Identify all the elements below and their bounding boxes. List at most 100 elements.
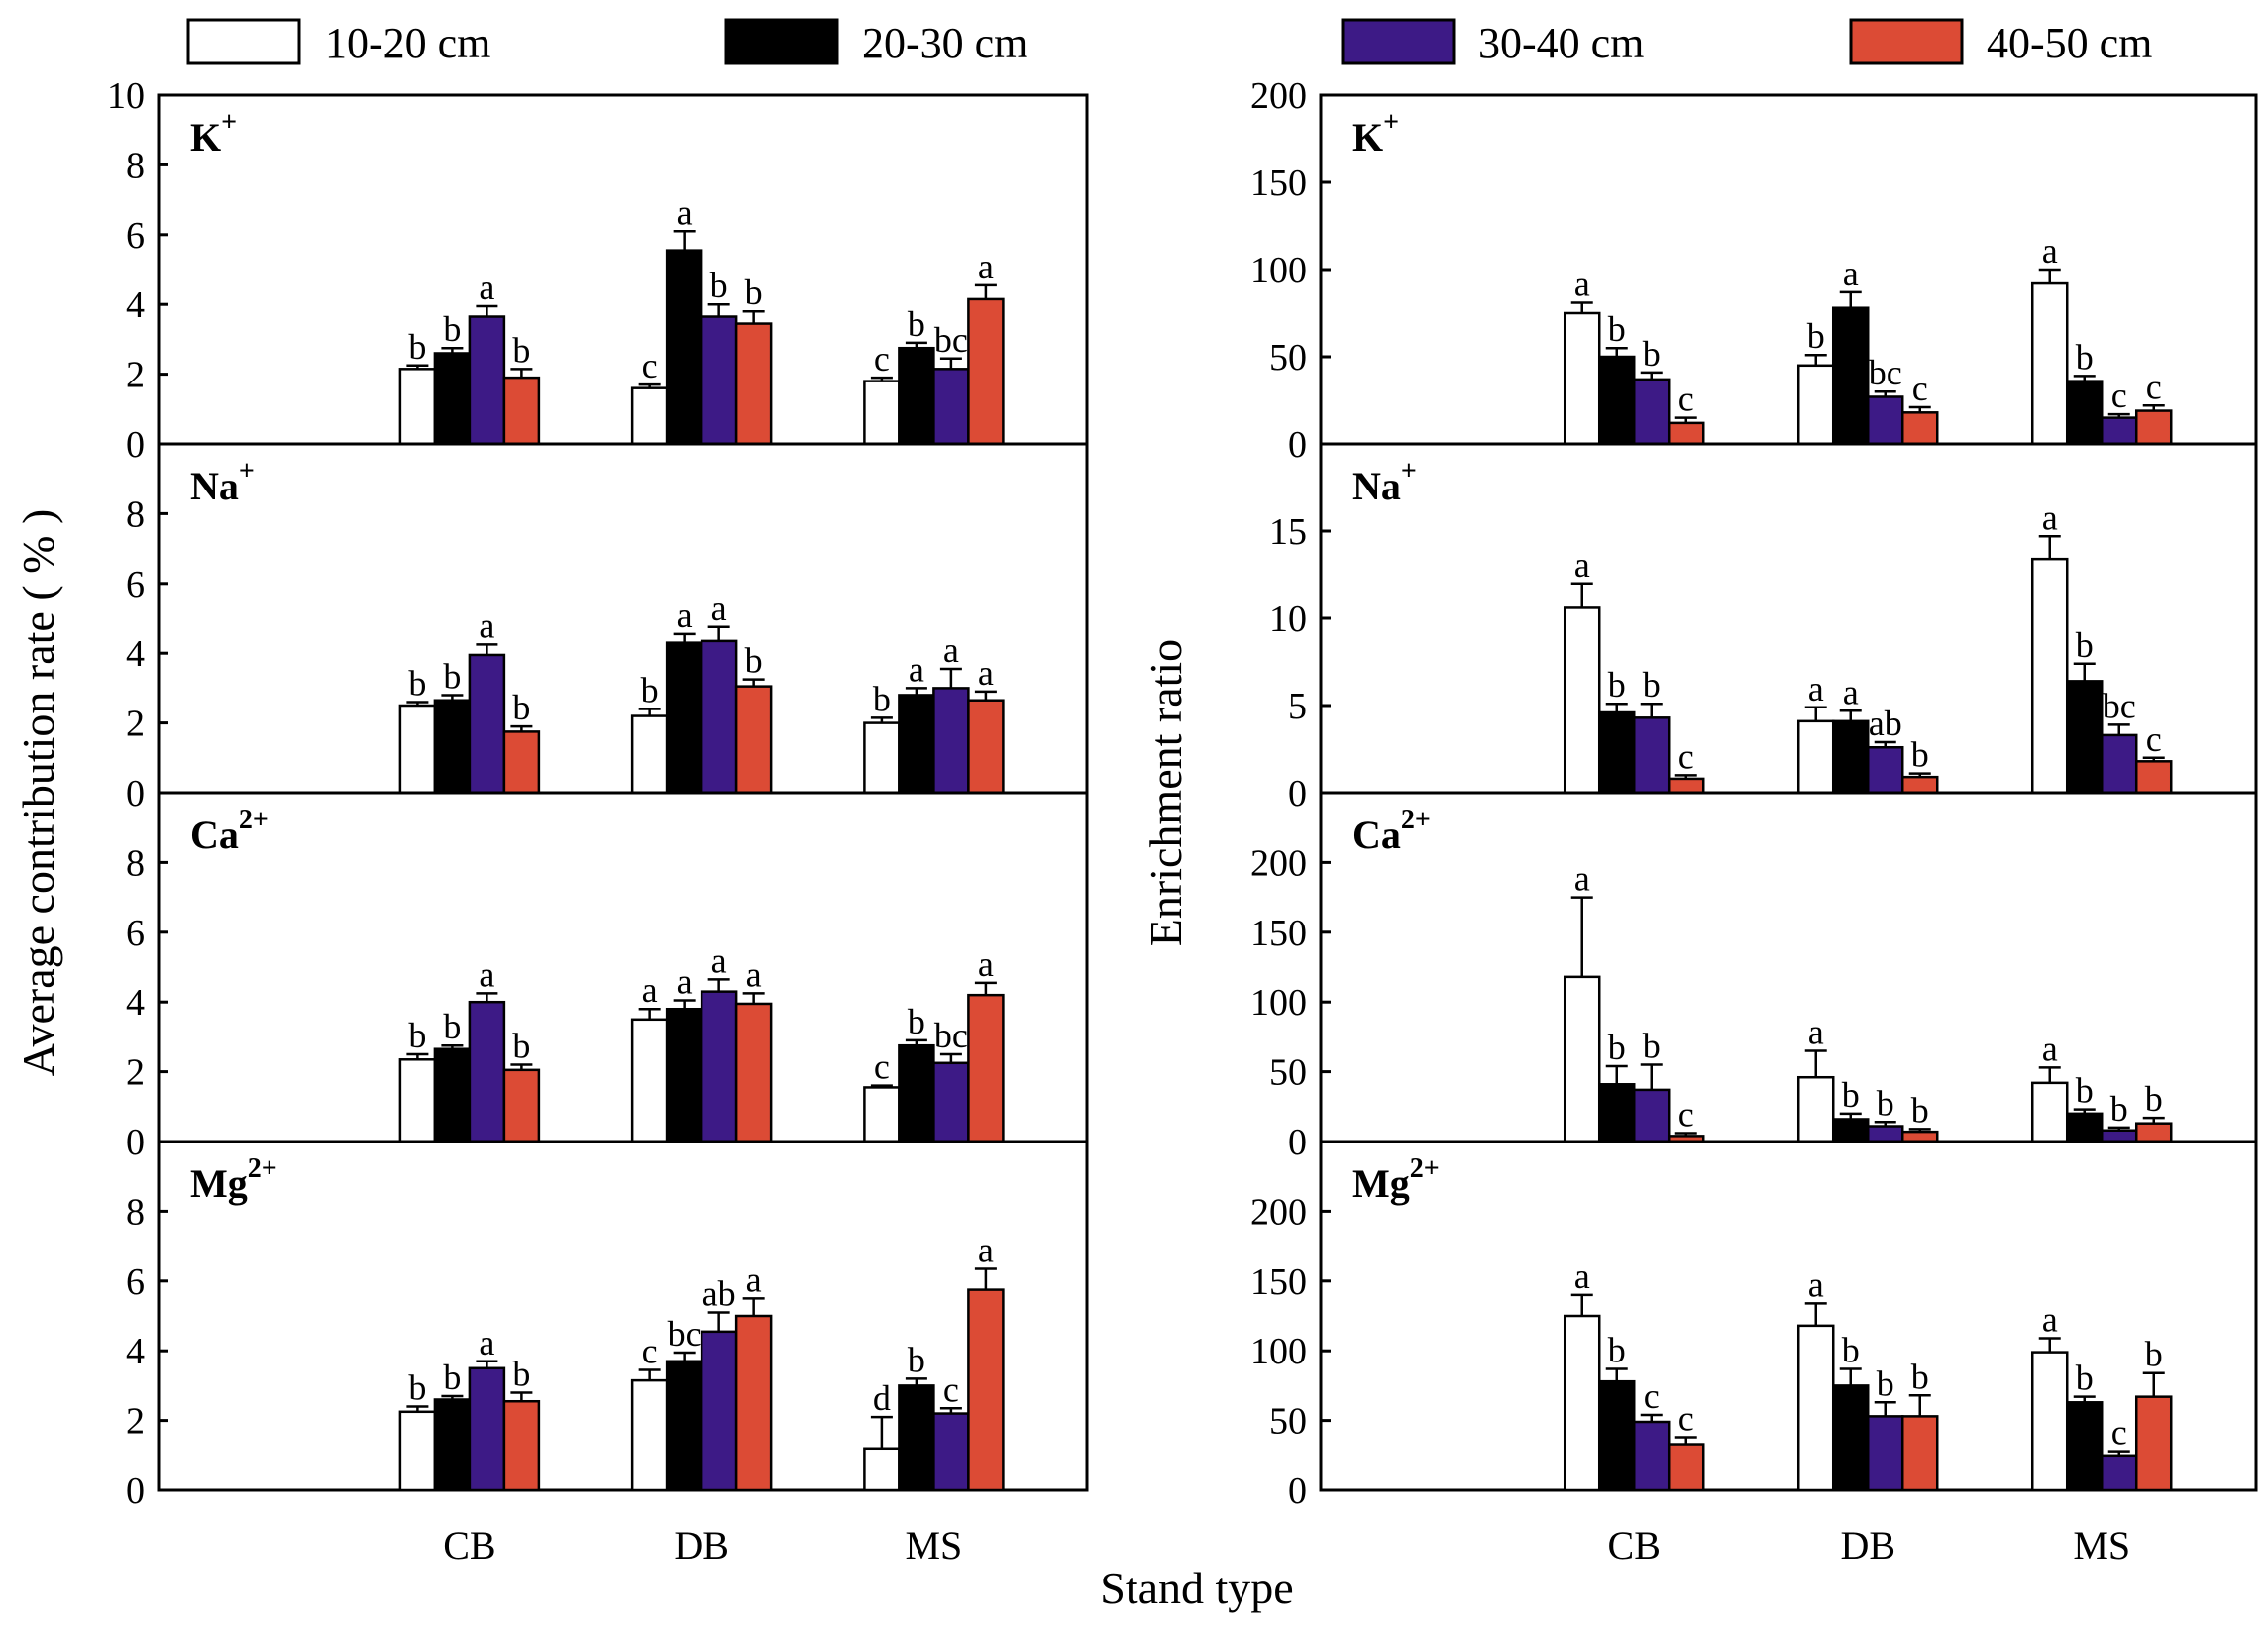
significance-label: b — [2076, 337, 2094, 377]
bar — [734, 1314, 773, 1492]
bar — [2134, 1122, 2173, 1143]
legend: 10-20 cm 20-30 cm 30-40 cm 40-50 cm — [186, 18, 2152, 67]
bar — [1632, 378, 1671, 446]
significance-label: a — [978, 944, 994, 984]
significance-label: b — [1842, 1331, 1860, 1370]
bar — [2134, 409, 2173, 446]
bar — [398, 704, 437, 795]
y-tick-label: 8 — [126, 493, 145, 535]
x-category-label: DB — [674, 1523, 729, 1568]
significance-label: a — [943, 630, 959, 670]
significance-label: bc — [1869, 353, 1902, 392]
bar — [2065, 680, 2104, 795]
bar — [1563, 975, 1601, 1143]
significance-label: b — [908, 304, 925, 344]
significance-label: a — [677, 192, 693, 232]
y-tick-label: 15 — [1269, 511, 1307, 553]
bar — [433, 352, 472, 446]
bar — [1866, 745, 1904, 795]
bar — [2030, 557, 2069, 795]
y-tick-label: 4 — [126, 982, 145, 1024]
bar — [1597, 1083, 1636, 1143]
bar — [1866, 395, 1904, 446]
ion-symbol: Mg — [190, 1161, 248, 1206]
significance-label: b — [908, 1340, 925, 1379]
bar — [1667, 1443, 1705, 1492]
bar — [898, 1384, 935, 1492]
significance-label: a — [1843, 254, 1859, 293]
bar — [898, 1043, 935, 1143]
y-tick-label: 6 — [126, 215, 145, 257]
significance-label: c — [2146, 367, 2162, 406]
y-tick-label: 0 — [1288, 1122, 1307, 1163]
bar — [1831, 306, 1870, 446]
significance-label: b — [512, 688, 530, 727]
bar — [2030, 1081, 2069, 1143]
ion-symbol: Mg — [1352, 1161, 1410, 1206]
significance-label: b — [1608, 1028, 1626, 1067]
significance-label: c — [2111, 376, 2127, 415]
legend-swatch — [1849, 18, 1964, 65]
y-tick-label: 50 — [1269, 337, 1307, 379]
significance-label: a — [479, 1323, 494, 1362]
legend-swatch — [724, 18, 839, 65]
significance-label: b — [2145, 1335, 2163, 1374]
bar — [932, 1412, 970, 1492]
significance-label: a — [2042, 497, 2058, 537]
bar — [665, 641, 703, 795]
significance-label: b — [2076, 1071, 2094, 1111]
bar — [1667, 777, 1705, 795]
significance-label: a — [909, 649, 924, 689]
panel-ion-label: Ca2+ — [1352, 805, 1431, 857]
y-tick-label: 8 — [126, 145, 145, 186]
panel-ion-label: Mg2+ — [1352, 1153, 1440, 1206]
significance-label: b — [512, 1354, 530, 1393]
significance-label: a — [711, 589, 727, 628]
significance-label: b — [1911, 735, 1929, 775]
significance-label: a — [2042, 1300, 2058, 1340]
legend-label: 30-40 cm — [1478, 19, 1644, 67]
significance-label: c — [2146, 719, 2162, 759]
ion-charge: 2+ — [1410, 1153, 1440, 1184]
panel-frame — [157, 1140, 1089, 1492]
bar — [898, 346, 935, 446]
bar — [734, 685, 773, 795]
y-tick-label: 8 — [126, 1191, 145, 1233]
significance-label: b — [2145, 1079, 2163, 1119]
significance-label: c — [642, 346, 658, 385]
bar — [433, 1047, 472, 1143]
bar — [665, 1007, 703, 1143]
bar — [1831, 719, 1870, 795]
bar — [863, 721, 901, 795]
significance-label: ab — [1869, 704, 1902, 743]
y-tick-label: 4 — [126, 1331, 145, 1372]
panel-ion-label: K+ — [1352, 107, 1399, 160]
significance-label: b — [2110, 1089, 2128, 1129]
significance-label: a — [2042, 1029, 2058, 1068]
significance-label: b — [641, 671, 659, 710]
significance-label: b — [443, 1007, 461, 1046]
significance-label: bc — [934, 320, 968, 360]
bar — [2100, 733, 2138, 795]
x-category-label: CB — [1608, 1523, 1661, 1568]
y-tick-label: 150 — [1250, 163, 1307, 204]
legend-label: 20-30 cm — [862, 19, 1027, 67]
x-axis-title: Stand type — [1100, 1563, 1293, 1613]
significance-label: c — [874, 1047, 890, 1087]
significance-label: b — [1807, 316, 1825, 356]
bar — [1831, 1384, 1870, 1492]
legend-swatch — [186, 18, 301, 65]
bar — [863, 1086, 901, 1143]
significance-label: bc — [934, 1016, 968, 1055]
bar — [1866, 1125, 1904, 1143]
x-category-label: CB — [443, 1523, 495, 1568]
y-tick-label: 100 — [1250, 982, 1307, 1024]
y-tick-label: 0 — [1288, 424, 1307, 466]
